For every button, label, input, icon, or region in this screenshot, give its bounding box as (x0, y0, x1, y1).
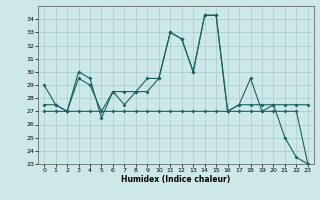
X-axis label: Humidex (Indice chaleur): Humidex (Indice chaleur) (121, 175, 231, 184)
